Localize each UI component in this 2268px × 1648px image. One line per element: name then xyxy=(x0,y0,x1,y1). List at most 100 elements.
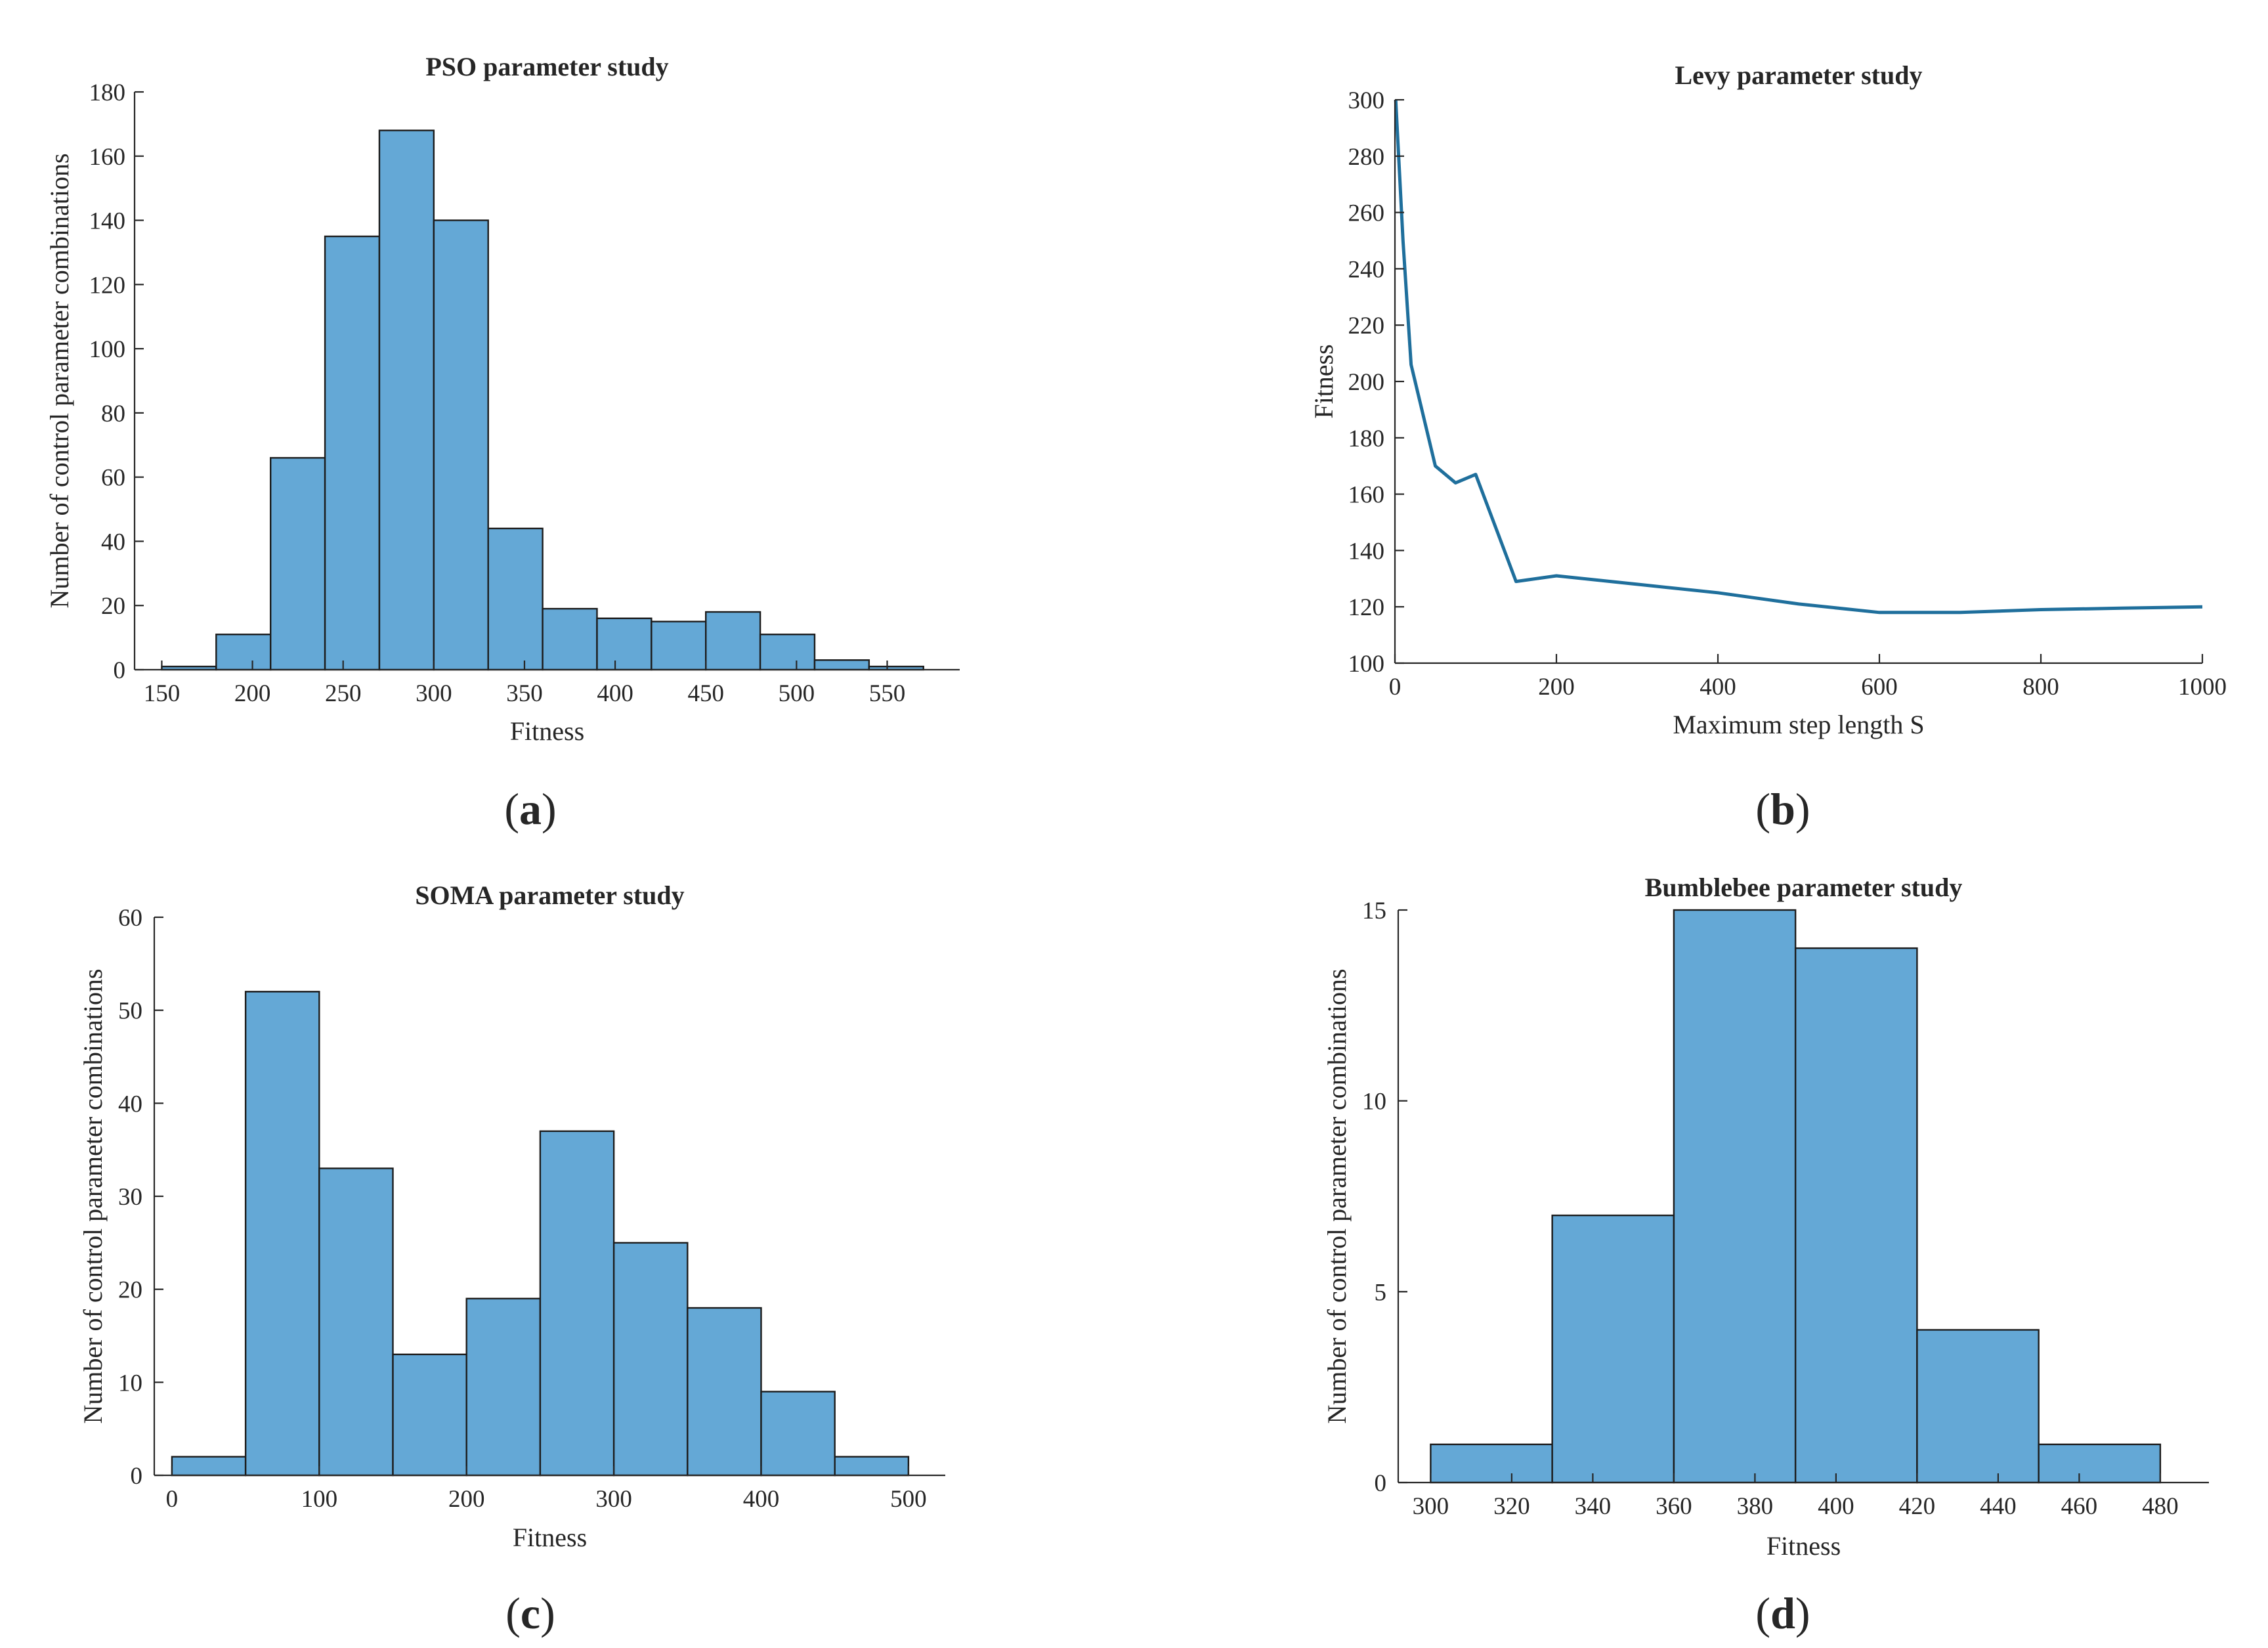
x-axis-label: Fitness xyxy=(510,716,584,746)
y-tick-label: 60 xyxy=(101,465,125,492)
histogram-bar xyxy=(1551,1214,1675,1484)
histogram-bar xyxy=(244,991,320,1477)
x-tick-label: 420 xyxy=(1899,1493,1936,1520)
y-tick-label: 100 xyxy=(1348,651,1385,678)
panel-label: (d) xyxy=(1755,1588,1810,1638)
x-tick-label: 400 xyxy=(1818,1493,1854,1520)
y-tick-label: 140 xyxy=(1348,538,1385,565)
y-tick-label: 200 xyxy=(1348,369,1385,396)
y-tick-label: 20 xyxy=(101,593,125,620)
y-tick-label: 180 xyxy=(1348,425,1385,452)
x-axis-label: Fitness xyxy=(513,1523,587,1552)
histogram-bar xyxy=(687,1307,762,1477)
histogram-bar xyxy=(171,1456,247,1477)
histogram-bar xyxy=(542,607,598,671)
chart-panel-d: 300 320 340 360 380 400 420 440 460 480 0 5 10 15 Bumb… xyxy=(1322,873,2209,1638)
x-tick-label: 440 xyxy=(1980,1493,2017,1520)
x-tick-label: 400 xyxy=(1700,674,1736,701)
chart-title: PSO parameter study xyxy=(425,52,668,81)
chart-panel-b: 0 200 400 600 800 1000 100 120 140 160 180 200 220 24… xyxy=(1309,60,2227,834)
x-tick-label: 500 xyxy=(779,680,815,707)
y-tick-label: 280 xyxy=(1348,144,1385,171)
x-axis-label: Fitness xyxy=(1766,1531,1841,1561)
y-tick-label: 50 xyxy=(118,998,142,1025)
x-tick-label: 400 xyxy=(743,1486,780,1513)
x-tick-label: 380 xyxy=(1737,1493,1774,1520)
y-tick-label: 240 xyxy=(1348,256,1385,283)
histogram-bar xyxy=(433,219,489,671)
panel-label: (c) xyxy=(505,1588,555,1638)
y-tick-label: 0 xyxy=(131,1463,143,1490)
histogram-bar xyxy=(269,457,326,671)
x-tick-label: 460 xyxy=(2061,1493,2098,1520)
x-tick-label: 150 xyxy=(144,680,181,707)
histogram-bar xyxy=(215,634,272,671)
y-tick-label: 60 xyxy=(118,905,142,932)
histogram-bar xyxy=(813,659,870,671)
y-tick-label: 140 xyxy=(89,208,126,235)
panel-label: (b) xyxy=(1755,784,1810,834)
x-tick-label: 340 xyxy=(1575,1493,1612,1520)
x-tick-label: 350 xyxy=(506,680,543,707)
x-tick-label: 300 xyxy=(595,1486,632,1513)
panel-label: (a) xyxy=(504,784,556,834)
histogram-bar xyxy=(1430,1443,1553,1484)
histogram-bar xyxy=(612,1242,689,1477)
histogram-bar xyxy=(760,1391,836,1477)
y-tick-label: 120 xyxy=(1348,594,1385,621)
x-tick-label: 480 xyxy=(2142,1493,2179,1520)
chart-title: Levy parameter study xyxy=(1675,60,1923,90)
y-tick-label: 30 xyxy=(118,1184,142,1211)
x-tick-label: 400 xyxy=(597,680,633,707)
x-tick-label: 450 xyxy=(687,680,724,707)
y-tick-label: 300 xyxy=(1348,87,1385,114)
histogram-bar xyxy=(705,611,761,671)
histogram-bar xyxy=(834,1456,910,1477)
x-tick-label: 1000 xyxy=(2178,674,2227,701)
y-axis-label: Number of control parameter combinations xyxy=(1322,968,1352,1423)
y-tick-label: 0 xyxy=(1375,1470,1387,1497)
histogram-bar xyxy=(1794,947,1918,1484)
histogram-bar xyxy=(487,527,544,671)
histogram-bar xyxy=(651,620,707,671)
x-tick-label: 600 xyxy=(1861,674,1898,701)
y-tick-label: 5 xyxy=(1375,1279,1387,1306)
x-tick-label: 200 xyxy=(1538,674,1575,701)
y-tick-label: 40 xyxy=(118,1091,142,1117)
y-tick-label: 40 xyxy=(101,529,125,555)
chart-title: Bumblebee parameter study xyxy=(1645,873,1963,902)
y-axis-label: Number of control parameter combinations xyxy=(78,968,108,1423)
y-tick-label: 160 xyxy=(1348,482,1385,509)
histogram-bar xyxy=(392,1353,467,1477)
x-tick-label: 200 xyxy=(448,1486,485,1513)
y-tick-label: 10 xyxy=(1362,1089,1386,1116)
y-tick-label: 80 xyxy=(101,401,125,427)
series-line xyxy=(1394,99,2203,615)
x-tick-label: 550 xyxy=(869,680,906,707)
x-tick-label: 0 xyxy=(1389,674,1401,701)
y-tick-label: 220 xyxy=(1348,313,1385,339)
histogram-bar xyxy=(539,1130,615,1477)
histogram-bar xyxy=(324,235,381,671)
y-tick-label: 100 xyxy=(89,336,126,363)
y-tick-label: 160 xyxy=(89,144,126,171)
histogram-bar xyxy=(596,617,653,671)
x-axis-label: Maximum step length S xyxy=(1673,710,1924,739)
x-tick-label: 360 xyxy=(1656,1493,1692,1520)
x-tick-label: 100 xyxy=(301,1486,338,1513)
x-tick-label: 200 xyxy=(234,680,271,707)
histogram-bar xyxy=(759,634,816,671)
x-tick-label: 300 xyxy=(416,680,452,707)
histogram-bar xyxy=(1673,909,1797,1484)
x-tick-label: 300 xyxy=(1413,1493,1449,1520)
histogram-bar xyxy=(1916,1329,2040,1484)
x-tick-label: 320 xyxy=(1493,1493,1530,1520)
x-tick-label: 0 xyxy=(166,1486,179,1513)
y-tick-label: 180 xyxy=(89,79,126,106)
y-tick-label: 0 xyxy=(114,657,126,684)
x-tick-label: 800 xyxy=(2022,674,2059,701)
histogram-bar xyxy=(378,129,435,671)
chart-title: SOMA parameter study xyxy=(415,880,684,910)
y-tick-label: 10 xyxy=(118,1370,142,1397)
